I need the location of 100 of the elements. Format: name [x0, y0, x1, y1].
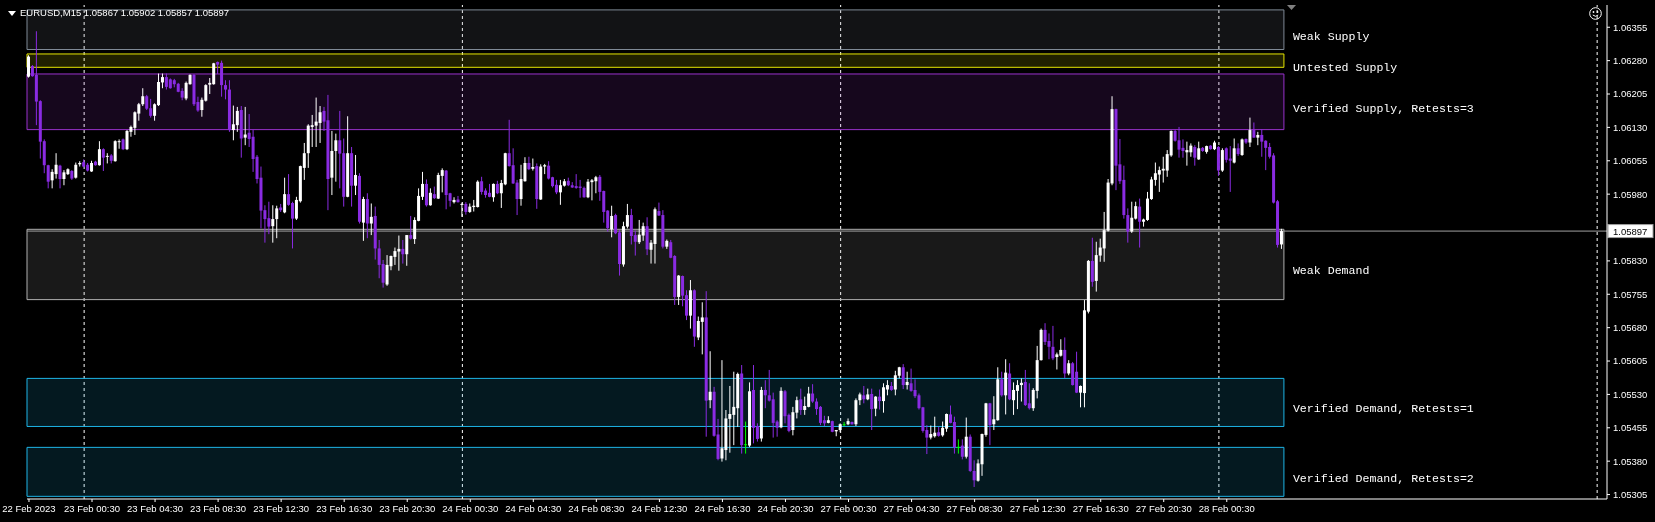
candlestick	[956, 438, 960, 455]
x-tick-label: 23 Feb 08:30	[190, 502, 247, 514]
candlestick	[964, 417, 968, 459]
y-tick-label: 1.05980	[1613, 188, 1648, 200]
candlestick	[401, 239, 405, 265]
y-tick-label: 1.05755	[1613, 288, 1648, 300]
candlestick	[318, 105, 322, 144]
y-tick-label: 1.06280	[1613, 55, 1648, 66]
candlestick	[1157, 166, 1161, 193]
candlestick	[720, 359, 724, 463]
candlestick	[125, 129, 129, 151]
band-label: Weak Demand	[1292, 264, 1370, 278]
y-tick-label: 1.05455	[1613, 422, 1648, 434]
candlestick	[1015, 379, 1019, 410]
candlestick	[960, 438, 964, 460]
candlestick	[586, 178, 590, 199]
candlestick	[235, 106, 239, 133]
candlestick	[870, 388, 874, 431]
y-tick-label: 1.05680	[1613, 322, 1648, 334]
y-tick-label: 1.05605	[1613, 355, 1648, 367]
candlestick	[874, 395, 878, 417]
candlestick	[1130, 201, 1134, 234]
candlestick	[901, 363, 905, 390]
candlestick	[818, 405, 822, 426]
candlestick	[314, 97, 318, 148]
candlestick	[54, 152, 58, 180]
x-tick-label: 27 Feb 04:30	[883, 502, 940, 514]
candlestick	[700, 301, 704, 355]
candlestick	[101, 147, 105, 172]
x-tick-label: 24 Feb 00:30	[442, 502, 499, 514]
candlestick	[1193, 144, 1197, 167]
candlestick	[1149, 176, 1153, 201]
candlestick	[744, 421, 748, 455]
band-label: Verified Supply, Retests=3	[1292, 101, 1474, 115]
candlestick	[405, 234, 409, 267]
candlestick	[1232, 138, 1236, 164]
candlestick	[878, 389, 882, 411]
candlestick	[1216, 145, 1220, 177]
candlestick	[811, 383, 815, 404]
candlestick	[1004, 358, 1008, 415]
candlestick	[1075, 351, 1079, 394]
candlestick	[1236, 142, 1240, 157]
candlestick	[62, 169, 66, 186]
candlestick	[1023, 369, 1027, 407]
x-tick-label: 24 Feb 16:30	[694, 502, 751, 514]
candlestick	[369, 202, 373, 236]
chart-title: EURUSD,M15 1.05867 1.05902 1.05857 1.05897	[20, 7, 230, 19]
candlestick	[527, 156, 531, 171]
candlestick	[231, 105, 235, 141]
x-tick-label: 27 Feb 16:30	[1072, 502, 1129, 514]
candlestick	[361, 196, 365, 242]
candlestick	[58, 164, 62, 189]
x-tick-label: 27 Feb 12:30	[1009, 502, 1066, 514]
y-tick-label: 1.06205	[1613, 88, 1648, 100]
candlestick	[436, 172, 440, 200]
candlestick	[393, 247, 397, 266]
candlestick	[988, 402, 992, 446]
x-tick-label: 22 Feb 2023	[2, 502, 56, 514]
band-label: Weak Supply	[1292, 29, 1370, 43]
candlestick	[1055, 352, 1059, 370]
candlestick	[1197, 141, 1201, 161]
y-tick-label: 1.06130	[1613, 121, 1648, 133]
candlestick	[1146, 191, 1149, 222]
band-label: Verified Demand, Retests=2	[1292, 471, 1474, 485]
candlestick	[1161, 156, 1165, 184]
candlestick	[354, 154, 358, 196]
candlestick	[732, 371, 736, 446]
y-tick-label: 1.05380	[1613, 455, 1648, 467]
band-label: Verified Demand, Retests=1	[1292, 402, 1474, 416]
x-tick-label: 23 Feb 20:30	[379, 502, 436, 514]
candlestick	[1138, 198, 1142, 249]
candlestick	[696, 316, 700, 341]
candlestick	[220, 60, 224, 98]
candlestick	[1090, 237, 1094, 288]
y-tick-label: 1.05830	[1613, 255, 1648, 267]
candlestick	[409, 215, 413, 241]
candlestick	[1012, 381, 1016, 416]
candlestick	[842, 421, 846, 427]
candlestick	[1220, 147, 1224, 173]
candlestick	[1248, 117, 1252, 148]
candlestick	[771, 392, 775, 439]
candlestick	[1177, 126, 1181, 159]
candlestick	[456, 195, 460, 204]
candlestick	[1279, 228, 1283, 250]
candlestick	[113, 139, 117, 163]
candlestick	[271, 204, 275, 244]
candlestick	[1252, 121, 1256, 139]
y-tick-label: 1.06355	[1613, 21, 1648, 33]
candlestick	[224, 79, 228, 100]
candlestick	[243, 106, 247, 146]
y-tick-label: 1.05530	[1613, 388, 1648, 400]
candlestick	[1063, 336, 1067, 379]
candlestick	[1264, 139, 1268, 171]
x-tick-label: 23 Feb 00:30	[64, 502, 121, 514]
candlestick	[424, 178, 428, 208]
candlestick	[1000, 371, 1004, 398]
x-tick-label: 24 Feb 12:30	[631, 502, 688, 514]
y-tick-label: 1.05305	[1613, 488, 1648, 500]
candlestick	[1027, 382, 1031, 411]
candlestick	[763, 379, 767, 409]
